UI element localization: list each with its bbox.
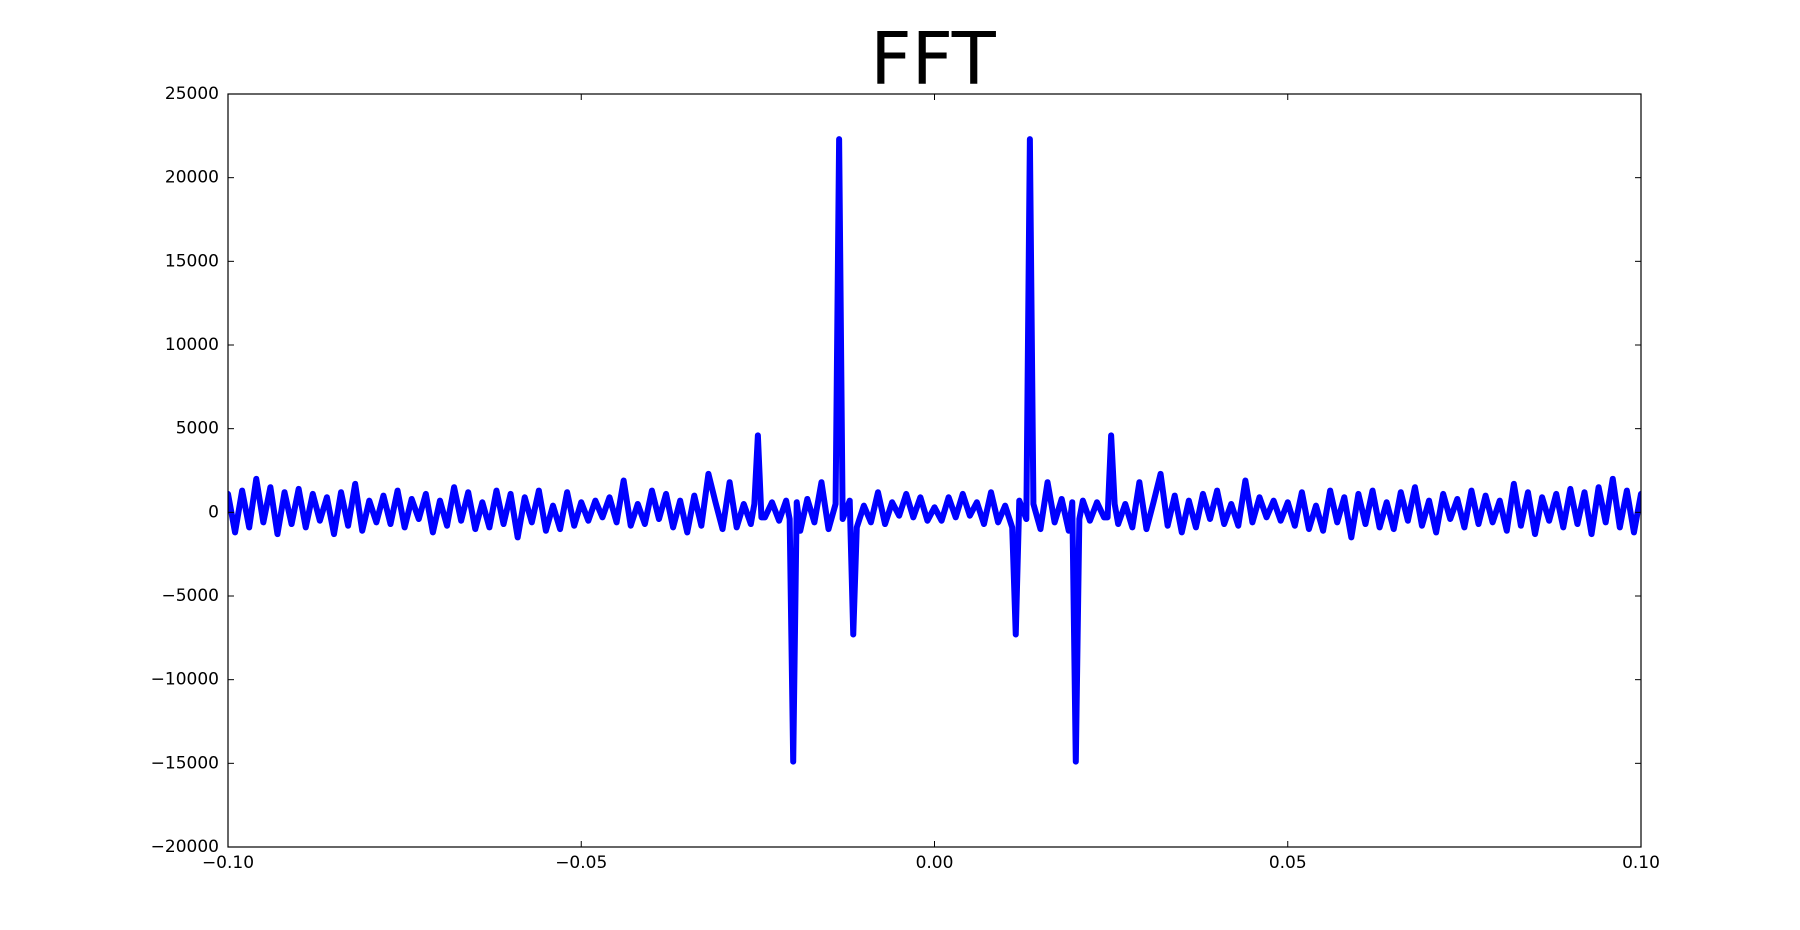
y-tick-label: 20000	[165, 168, 219, 188]
y-tick-label: −5000	[161, 586, 219, 606]
y-tick-label: 25000	[165, 84, 219, 104]
y-tick-label: 5000	[176, 419, 219, 439]
y-tick-label: −20000	[151, 837, 219, 857]
x-tick-label: 0.05	[1269, 853, 1307, 873]
y-tick-label: −10000	[151, 670, 219, 690]
y-tick-label: 10000	[165, 335, 219, 355]
x-tick-label: 0.10	[1622, 853, 1660, 873]
plot-frame	[227, 93, 1642, 848]
x-tick-label: −0.05	[555, 853, 607, 873]
y-tick-label: 0	[208, 502, 219, 522]
chart-title: FFT	[870, 17, 997, 101]
data-line	[228, 136, 1641, 765]
x-tick-label: −0.10	[202, 853, 254, 873]
y-tick-label: 15000	[165, 251, 219, 271]
y-tick-label: −15000	[151, 753, 219, 773]
x-tick-label: 0.00	[916, 853, 954, 873]
